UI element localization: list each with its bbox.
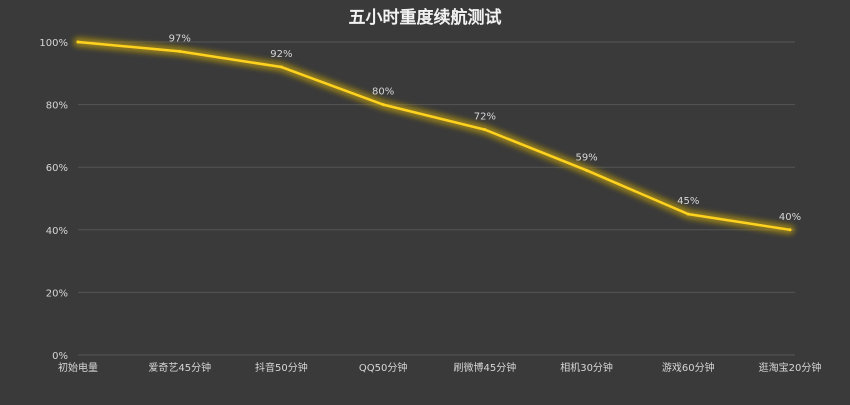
y-axis-ticks: 0% 20% 40% 60% 80% 100% bbox=[39, 38, 68, 362]
data-point bbox=[788, 228, 792, 232]
x-tick-label: 爱奇艺45分钟 bbox=[148, 361, 211, 374]
y-tick-label: 100% bbox=[39, 38, 68, 49]
data-point bbox=[279, 65, 283, 69]
data-label-layer: 97% 92% 80% 72% 59% 45% 40% bbox=[169, 33, 802, 222]
x-tick-label: QQ50分钟 bbox=[359, 361, 407, 374]
x-tick-label: 初始电量 bbox=[58, 361, 98, 374]
y-tick-label: 40% bbox=[46, 226, 68, 237]
data-label: 72% bbox=[474, 112, 496, 123]
data-point bbox=[381, 103, 385, 107]
data-point bbox=[76, 40, 80, 44]
x-tick-label: 刷微博45分钟 bbox=[453, 361, 516, 374]
data-point bbox=[686, 212, 690, 216]
data-label: 80% bbox=[372, 87, 394, 98]
data-label: 45% bbox=[677, 196, 699, 207]
data-label: 92% bbox=[270, 49, 292, 60]
data-label: 97% bbox=[169, 33, 191, 44]
chart-title: 五小时重度续航测试 bbox=[349, 7, 502, 28]
grid-layer bbox=[78, 41, 795, 356]
y-tick-label: 20% bbox=[46, 288, 68, 299]
y-tick-label: 80% bbox=[46, 101, 68, 112]
data-label: 40% bbox=[779, 212, 801, 223]
x-tick-label: 抖音50分钟 bbox=[255, 361, 308, 374]
y-tick-label: 0% bbox=[52, 351, 68, 362]
x-tick-label: 相机30分钟 bbox=[560, 361, 613, 374]
data-point bbox=[585, 168, 589, 172]
data-point bbox=[178, 49, 182, 53]
series-line bbox=[76, 40, 792, 232]
data-label: 59% bbox=[575, 152, 597, 163]
x-tick-label: 游戏60分钟 bbox=[662, 361, 715, 374]
y-tick-label: 60% bbox=[46, 163, 68, 174]
data-point bbox=[483, 128, 487, 132]
x-axis-ticks: 初始电量 爱奇艺45分钟 抖音50分钟 QQ50分钟 刷微博45分钟 相机30分钟 游戏60… bbox=[58, 361, 821, 374]
series-layer bbox=[73, 37, 795, 235]
x-tick-label: 逛淘宝20分钟 bbox=[759, 361, 822, 374]
